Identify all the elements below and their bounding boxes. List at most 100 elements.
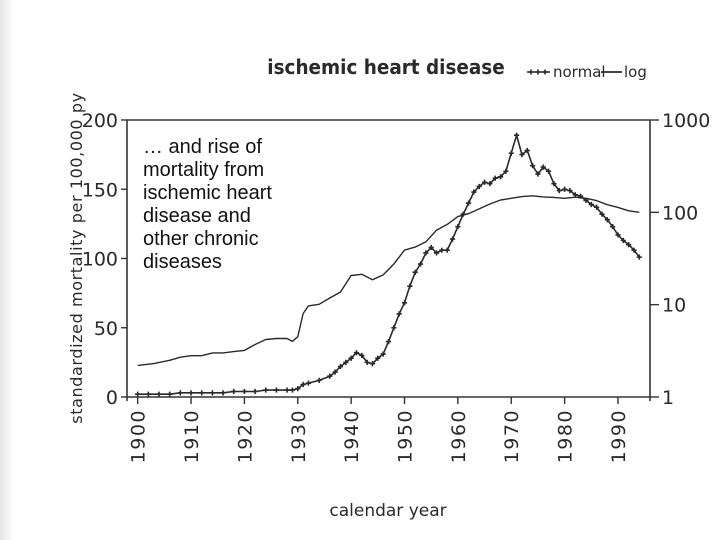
x-tick-label: 1990: [608, 409, 630, 463]
normal-data-point: [145, 391, 151, 397]
y2-tick-label: 1000: [662, 110, 710, 132]
normal-data-point: [156, 391, 162, 397]
normal-data-point: [444, 247, 450, 253]
normal-data-point: [433, 250, 440, 256]
x-tick-label: 1930: [288, 409, 310, 463]
normal-data-point: [327, 373, 333, 379]
normal-data-point: [529, 163, 536, 169]
normal-data-point: [519, 152, 525, 158]
normal-data-point: [460, 211, 466, 217]
normal-data-point: [481, 179, 488, 185]
normal-data-point: [551, 181, 557, 187]
normal-data-point: [391, 325, 397, 331]
normal-data-point: [385, 339, 392, 345]
normal-data-point: [594, 204, 600, 210]
x-tick-label: 1940: [341, 409, 363, 463]
normal-data-point: [241, 388, 248, 395]
legend-normal-label: normal: [553, 63, 606, 81]
y-tick-label: 150: [82, 179, 118, 201]
normal-data-point: [396, 311, 402, 317]
normal-data-point: [380, 351, 386, 357]
normal-data-point: [209, 390, 215, 396]
normal-data-point: [231, 388, 237, 395]
normal-data-point: [295, 386, 301, 392]
normal-data-point: [412, 269, 418, 275]
normal-data-point: [369, 361, 376, 367]
normal-data-point: [636, 254, 642, 260]
normal-data-point: [503, 168, 509, 174]
y-tick-label: 0: [106, 387, 118, 409]
normal-data-point: [401, 300, 408, 306]
normal-data-point: [364, 359, 370, 365]
normal-data-point: [535, 171, 541, 177]
normal-data-point: [407, 283, 413, 289]
series-log: [137, 195, 640, 367]
normal-data-point: [449, 236, 456, 242]
normal-data-point: [353, 350, 360, 356]
normal-data-point: [359, 352, 365, 359]
normal-data-point: [263, 387, 269, 393]
x-tick-label: 1970: [501, 409, 523, 463]
x-tick-label: 1910: [181, 409, 203, 463]
legend-log-label: log: [624, 63, 647, 81]
normal-data-point: [562, 186, 568, 192]
right-y-axis: 1 10 100 1000: [650, 110, 710, 409]
normal-data-point: [417, 261, 424, 267]
chart-title: ischemic heart disease: [267, 55, 504, 79]
series-normal: [135, 132, 642, 397]
x-tick-label: 1900: [128, 409, 150, 463]
scan-shadow-edge: [0, 0, 14, 540]
normal-data-point: [199, 390, 205, 396]
normal-data-point: [465, 200, 472, 206]
y-tick-label: 100: [82, 249, 118, 271]
normal-data-point: [337, 363, 344, 370]
normal-data-point: [508, 150, 514, 156]
normal-data-point: [423, 250, 429, 256]
normal-data-point: [487, 181, 493, 187]
legend-normal-swatch-marker: [528, 69, 534, 75]
normal-data-point: [135, 391, 141, 397]
normal-data-point: [604, 217, 610, 223]
normal-data-point: [439, 247, 445, 253]
y2-tick-label: 100: [662, 202, 698, 224]
normal-data-point: [476, 183, 482, 190]
normal-data-point: [273, 387, 280, 393]
normal-data-point: [177, 390, 183, 396]
normal-data-point: [300, 381, 306, 388]
normal-data-point: [599, 211, 605, 217]
y-axis-label: standardized mortality per 100,000 py: [67, 92, 86, 423]
normal-data-point: [167, 391, 173, 397]
normal-data-point: [305, 380, 312, 386]
normal-data-point: [284, 387, 290, 393]
normal-data-point: [188, 390, 194, 396]
normal-data-point: [588, 201, 594, 208]
normal-data-point: [289, 387, 296, 393]
slide-overlay-text: … and rise of mortality from ischemic he…: [143, 136, 272, 273]
normal-data-point: [556, 188, 562, 194]
normal-data-point: [620, 237, 626, 244]
y2-tick-label: 10: [662, 295, 686, 317]
x-tick-label: 1950: [395, 409, 417, 463]
legend-normal-swatch: [527, 69, 550, 75]
x-tick-label: 1980: [555, 409, 577, 463]
normal-data-point: [428, 244, 434, 251]
normal-data-point: [546, 168, 552, 174]
normal-data-point: [252, 388, 258, 395]
normal-data-point: [578, 193, 584, 199]
normal-data-point: [316, 377, 322, 383]
normal-data-point: [615, 232, 621, 238]
x-tick-label: 1960: [448, 409, 470, 463]
normal-data-point: [524, 147, 530, 154]
normal-data-point: [220, 390, 226, 396]
y2-tick-label: 1: [662, 387, 674, 409]
normal-data-point: [567, 188, 573, 194]
normal-data-point: [540, 164, 546, 170]
normal-data-point: [631, 247, 637, 253]
legend-normal-swatch-marker: [542, 69, 548, 75]
x-tick-label: 1920: [234, 409, 256, 463]
log-series-line: [137, 195, 640, 367]
normal-data-point: [375, 355, 381, 361]
left-y-axis: 0 50 100 150 200: [82, 110, 127, 409]
x-axis-label: calendar year: [329, 501, 446, 521]
